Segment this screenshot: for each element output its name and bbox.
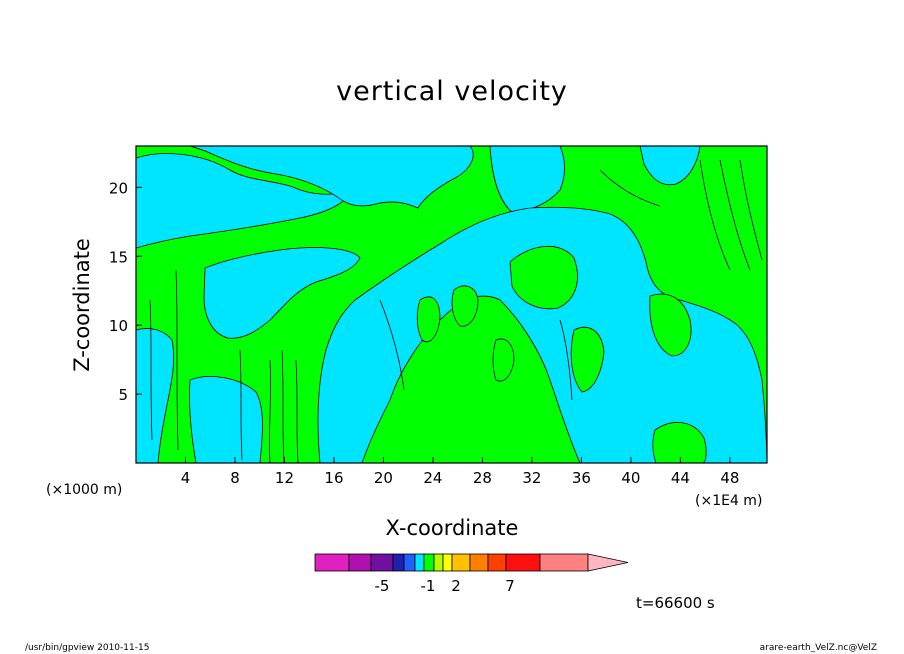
island-e	[652, 422, 707, 463]
plot-frame	[135, 145, 768, 464]
y-tick-label: 5	[118, 386, 128, 404]
chart-title: vertical velocity	[336, 76, 568, 107]
region-top-right	[489, 146, 565, 213]
colorbar-segment	[505, 553, 541, 572]
island-a	[509, 245, 578, 310]
y-tick-label: 20	[109, 179, 128, 197]
colorbar: -5 -1 2 7	[314, 553, 629, 595]
x-unit-right: (×1E4 m)	[695, 493, 763, 509]
x-tick-label: 8	[230, 469, 240, 487]
y-tick-label: 10	[109, 317, 128, 335]
region-upper-right-strip	[639, 146, 701, 186]
island-g	[416, 296, 441, 343]
y-axis-ticks: 5 10 15 20	[109, 179, 142, 404]
colorbar-segment	[469, 553, 489, 572]
colorbar-segment	[539, 553, 589, 572]
x-tick-label: 24	[423, 469, 442, 487]
x-tick-label: 16	[324, 469, 343, 487]
x-tick-label: 12	[275, 469, 294, 487]
region-mid-left	[203, 247, 361, 339]
region-top-band	[189, 146, 474, 209]
colorbar-segment	[370, 553, 394, 572]
colorbar-segment	[348, 553, 372, 572]
colorbar-label: -5	[375, 577, 390, 595]
x-tick-label: 40	[621, 469, 640, 487]
island-f	[492, 338, 515, 382]
x-unit-left: (×1000 m)	[46, 482, 123, 498]
colorbar-segment	[423, 553, 435, 572]
x-tick-label: 4	[181, 469, 191, 487]
island-b	[451, 285, 479, 327]
island-c	[649, 293, 692, 357]
x-tick-label: 28	[473, 469, 492, 487]
x-axis-ticks: 4 8 12 16 20 24 28 32 36 40 44 48	[181, 457, 739, 487]
x-tick-label: 36	[572, 469, 591, 487]
colorbar-segment	[392, 553, 405, 572]
region-center	[317, 206, 767, 463]
colorbar-segment	[403, 553, 416, 572]
colorbar-label: -1	[421, 577, 436, 595]
x-tick-label: 44	[671, 469, 690, 487]
colorbar-label: 7	[505, 577, 515, 595]
x-tick-label: 48	[720, 469, 739, 487]
footer-left: /usr/bin/gpview 2010-11-15	[25, 643, 150, 653]
colorbar-extension-arrow	[587, 553, 629, 572]
colorbar-segment	[487, 553, 507, 572]
x-tick-label: 20	[374, 469, 393, 487]
footer-right: arare-earth_VelZ.nc@VelZ	[759, 643, 877, 653]
colorbar-segment	[451, 553, 471, 572]
colorbar-segment	[442, 553, 453, 572]
x-axis-label: X-coordinate	[385, 516, 519, 540]
x-tick-label: 32	[522, 469, 541, 487]
colorbar-segment	[414, 553, 425, 572]
region-lower-left	[136, 328, 175, 463]
island-d	[570, 326, 605, 393]
region-lower-mid	[189, 376, 263, 463]
colorbar-segment	[433, 553, 444, 572]
plot-area	[136, 146, 767, 463]
colorbar-segment	[314, 553, 350, 572]
y-tick-label: 15	[109, 248, 128, 266]
colorbar-label: 2	[451, 577, 461, 595]
time-label: t=66600 s	[636, 594, 715, 612]
